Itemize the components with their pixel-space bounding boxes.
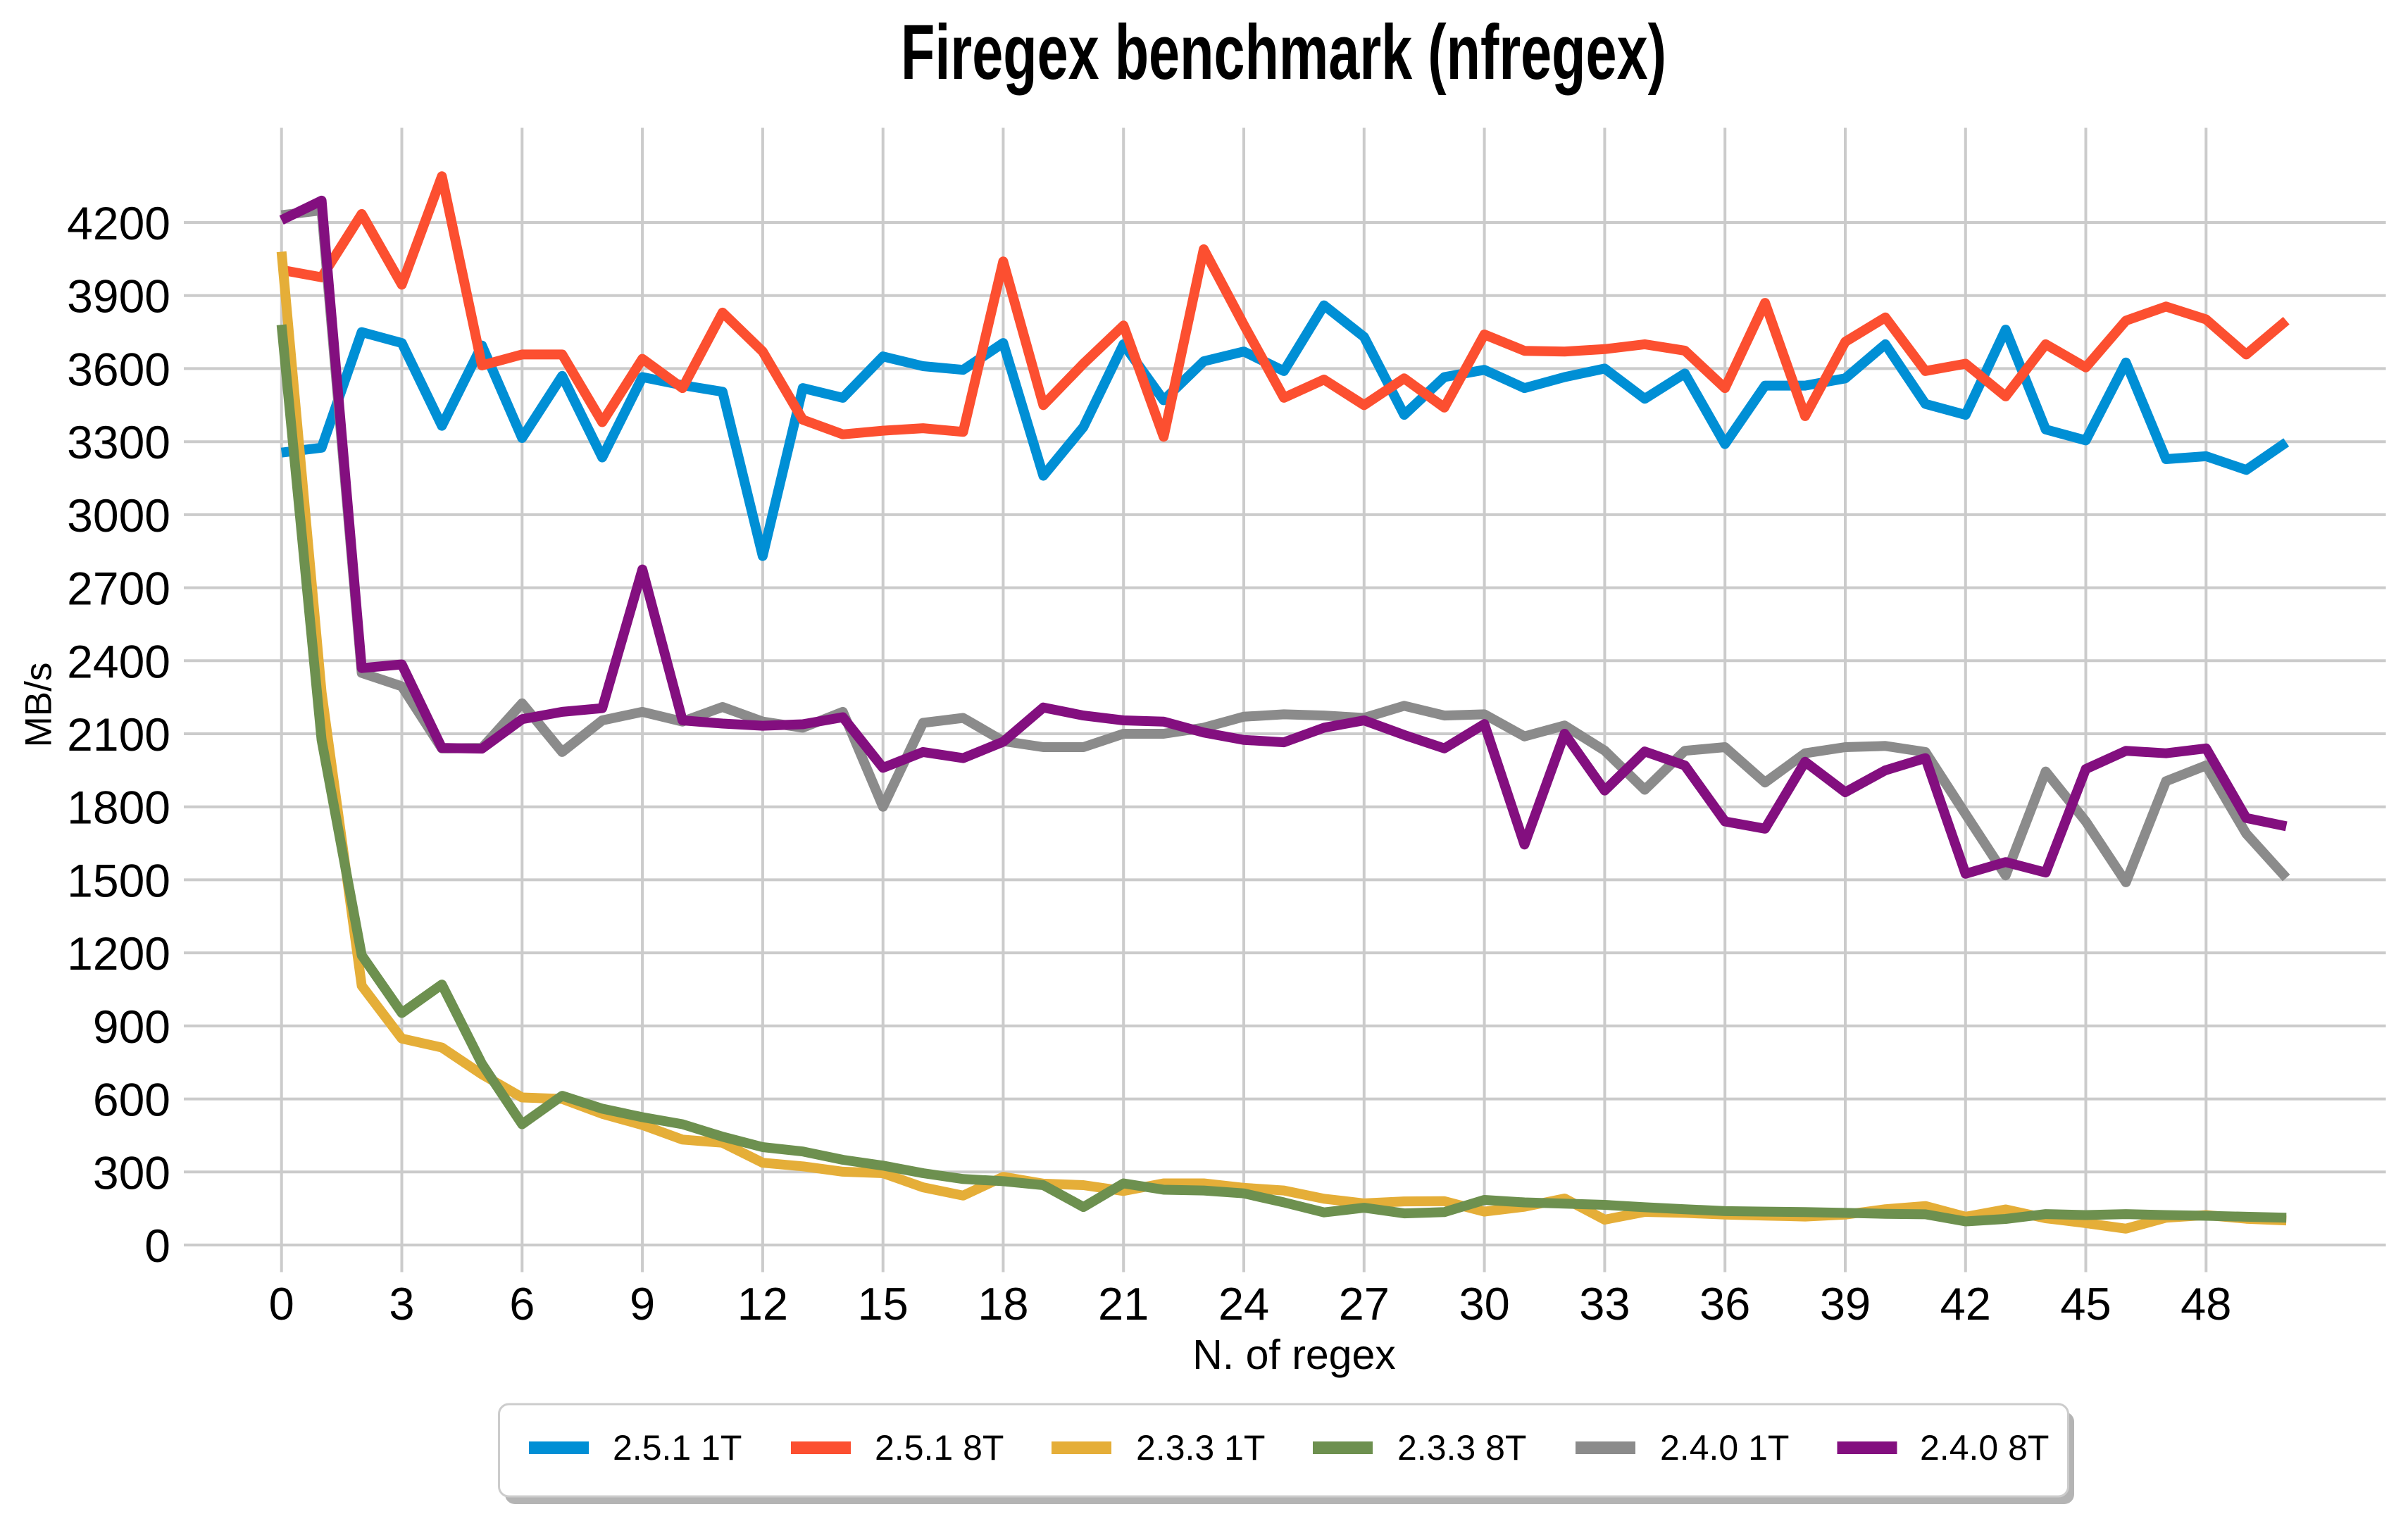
svg-text:27: 27 (1339, 1278, 1390, 1330)
svg-text:4200: 4200 (67, 197, 170, 249)
svg-text:2400: 2400 (67, 635, 170, 687)
svg-text:MB/s: MB/s (18, 663, 60, 748)
svg-text:36: 36 (1699, 1278, 1750, 1330)
svg-text:2.3.3 1T: 2.3.3 1T (1136, 1428, 1265, 1468)
svg-text:1500: 1500 (67, 854, 170, 906)
svg-text:39: 39 (1820, 1278, 1871, 1330)
svg-text:3300: 3300 (67, 416, 170, 468)
svg-text:0: 0 (269, 1278, 294, 1330)
svg-text:300: 300 (93, 1146, 170, 1199)
svg-text:2.4.0 8T: 2.4.0 8T (1920, 1428, 2049, 1468)
svg-text:900: 900 (93, 1001, 170, 1053)
svg-text:9: 9 (630, 1278, 655, 1330)
svg-text:0: 0 (144, 1220, 170, 1272)
svg-text:N. of regex: N. of regex (1192, 1332, 1396, 1378)
svg-text:2700: 2700 (67, 563, 170, 615)
svg-text:48: 48 (2181, 1278, 2231, 1330)
svg-text:6: 6 (509, 1278, 535, 1330)
svg-text:1200: 1200 (67, 927, 170, 980)
svg-text:Firegex benchmark (nfregex): Firegex benchmark (nfregex) (901, 9, 1666, 96)
svg-text:42: 42 (1940, 1278, 1991, 1330)
svg-text:1800: 1800 (67, 782, 170, 834)
svg-text:30: 30 (1459, 1278, 1509, 1330)
svg-text:2.5.1 1T: 2.5.1 1T (613, 1428, 742, 1468)
svg-text:2.3.3 8T: 2.3.3 8T (1397, 1428, 1526, 1468)
svg-text:3000: 3000 (67, 489, 170, 542)
svg-text:2.4.0 1T: 2.4.0 1T (1660, 1428, 1789, 1468)
svg-text:3600: 3600 (67, 343, 170, 395)
svg-text:12: 12 (737, 1278, 788, 1330)
svg-text:2100: 2100 (67, 708, 170, 761)
svg-text:45: 45 (2060, 1278, 2111, 1330)
svg-text:3900: 3900 (67, 270, 170, 323)
svg-text:21: 21 (1098, 1278, 1149, 1330)
svg-text:3: 3 (389, 1278, 414, 1330)
svg-text:15: 15 (858, 1278, 909, 1330)
svg-text:18: 18 (978, 1278, 1028, 1330)
svg-text:24: 24 (1218, 1278, 1269, 1330)
svg-text:600: 600 (93, 1074, 170, 1126)
svg-text:33: 33 (1579, 1278, 1630, 1330)
svg-text:2.5.1 8T: 2.5.1 8T (875, 1428, 1004, 1468)
